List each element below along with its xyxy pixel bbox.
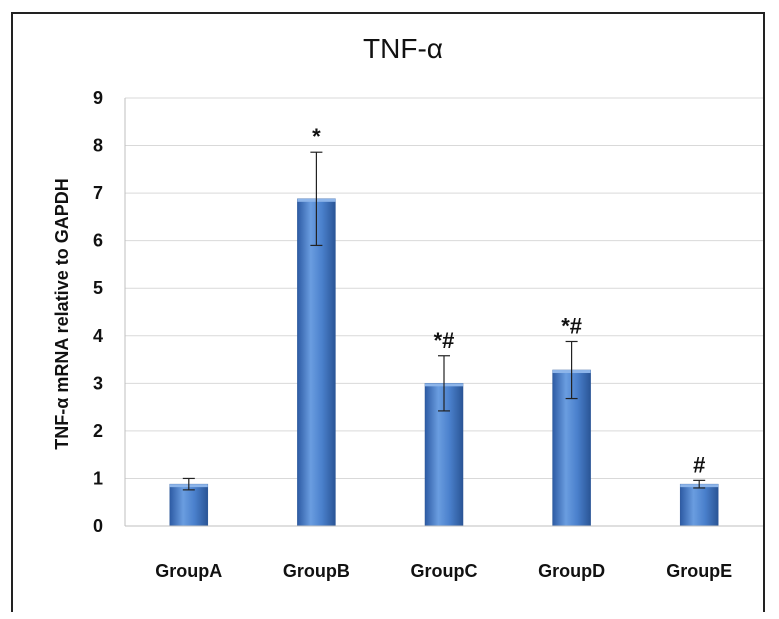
y-tick-label: 2: [93, 421, 103, 441]
error-bars: [182, 151, 706, 491]
significance-marker: #: [693, 452, 705, 477]
chart-title: TNF-α: [363, 33, 443, 64]
x-tick-label: GroupC: [411, 561, 478, 581]
y-tick-label: 8: [93, 136, 103, 156]
significance-marker: *#: [561, 313, 582, 338]
significance-markers: * *# *# #: [312, 124, 705, 477]
x-tick-label: GroupB: [283, 561, 350, 581]
chart-frame: TNF-α TNF-α mRNA relative to GAPDH 0 1 2 3 4…: [11, 12, 765, 612]
y-tick-label: 1: [93, 468, 103, 488]
y-tick-label: 3: [93, 373, 103, 393]
chart-svg: TNF-α TNF-α mRNA relative to GAPDH 0 1 2 3 4…: [52, 33, 763, 581]
y-tick-labels: 0 1 2 3 4 5 6 7 8 9: [93, 88, 103, 536]
significance-marker: *: [312, 124, 321, 149]
y-axis-label: TNF-α mRNA relative to GAPDH: [52, 178, 72, 449]
x-tick-labels: GroupA GroupB GroupC GroupD GroupE: [155, 561, 732, 581]
y-tick-label: 4: [93, 326, 103, 346]
y-tick-label: 5: [93, 278, 103, 298]
bar: [297, 198, 336, 527]
bar: [679, 483, 719, 527]
x-tick-label: GroupA: [155, 561, 222, 581]
grid-layer: [125, 97, 763, 479]
significance-marker: *#: [434, 328, 455, 353]
y-tick-label: 7: [93, 183, 103, 203]
bar: [169, 483, 209, 527]
x-tick-label: GroupE: [666, 561, 732, 581]
x-tick-label: GroupD: [538, 561, 605, 581]
axes: [124, 98, 763, 527]
y-tick-label: 6: [93, 231, 103, 251]
y-tick-label: 9: [93, 88, 103, 108]
y-tick-label: 0: [93, 516, 103, 536]
